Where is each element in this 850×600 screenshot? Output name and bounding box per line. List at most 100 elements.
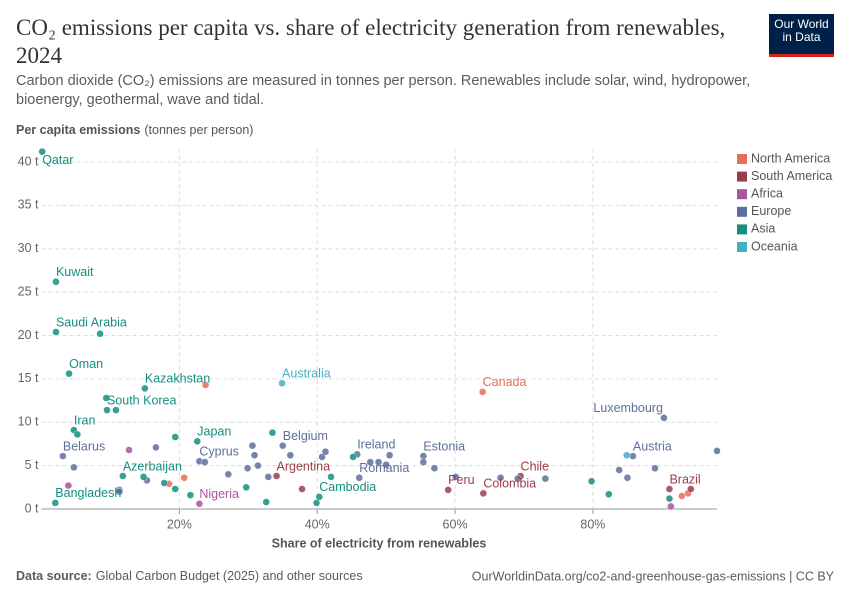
point-label: Cambodia: [319, 480, 376, 494]
scatter-point: [195, 500, 204, 508]
scatter-point: [262, 498, 270, 506]
legend-label: South America: [751, 169, 832, 183]
scatter-point: [193, 437, 201, 446]
scatter-point: [355, 474, 363, 482]
scatter-point: [73, 430, 82, 439]
logo-line: in Data: [782, 30, 821, 44]
scatter-point: [70, 463, 78, 472]
scatter-point: [678, 492, 686, 500]
scatter-point: [623, 451, 631, 459]
point-label: Belarus: [63, 439, 105, 453]
scatter-point: [312, 499, 321, 507]
point-label: Oman: [69, 357, 103, 371]
legend-swatch: [737, 224, 747, 235]
point-label: Cyprus: [199, 445, 239, 459]
point-label: Kuwait: [56, 265, 94, 279]
scatter-point: [201, 458, 209, 466]
chart-subtitle: Carbon dioxide (CO₂) emissions are measu…: [16, 73, 751, 108]
scatter-point: [629, 452, 637, 460]
legend-label: Africa: [751, 186, 783, 200]
y-tick-label: 15 t: [18, 371, 39, 385]
y-tick-label: 35 t: [18, 198, 39, 212]
scatter-point: [141, 384, 149, 393]
scatter-point: [298, 485, 306, 493]
point-label: Kazakhstan: [145, 372, 210, 386]
logo[interactable]: Our World in Data: [769, 14, 834, 57]
point-label: Argentina: [277, 459, 331, 473]
legend-swatch: [737, 154, 747, 164]
x-tick-label: 80%: [580, 517, 605, 531]
point-label: Qatar: [42, 153, 73, 167]
scatter-point: [268, 428, 277, 437]
point-label: Ireland: [357, 438, 395, 452]
scatter-point: [374, 458, 383, 466]
scatter-point: [59, 452, 67, 460]
x-tick-label: 40%: [305, 517, 330, 531]
scatter-point: [272, 472, 281, 480]
scatter-point: [321, 448, 330, 456]
scatter-point: [665, 494, 674, 503]
scatter-point: [623, 474, 632, 482]
scatter-point: [264, 473, 272, 481]
scatter-point: [52, 328, 60, 336]
y-axis-unit: (tonnes per person): [144, 123, 253, 137]
legend-label: North America: [751, 151, 830, 165]
logo-line: Our World: [774, 17, 829, 31]
point-label: South Korea: [107, 393, 177, 407]
point-label: Austria: [633, 439, 672, 453]
y-tick-label: 0 t: [25, 501, 39, 515]
legend-label: Europe: [751, 204, 791, 218]
scatter-point: [186, 491, 195, 499]
legend-swatch: [737, 171, 747, 182]
y-tick-label: 10 t: [18, 415, 39, 429]
scatter-point: [541, 474, 550, 483]
scatter-point: [444, 486, 452, 494]
scatter-point: [171, 485, 179, 493]
scatter-point: [119, 472, 127, 480]
source-label: Data source:: [16, 569, 92, 583]
scatter-point: [605, 490, 613, 498]
scatter-point: [51, 499, 59, 507]
scatter-point: [250, 451, 259, 459]
source-text: Global Carbon Budget (2025) and other so…: [96, 569, 363, 583]
y-tick-label: 25 t: [18, 284, 39, 298]
scatter-point: [96, 330, 104, 338]
scatter-point: [180, 474, 188, 482]
point-label: Belgium: [283, 429, 328, 443]
scatter-point: [687, 485, 695, 493]
scatter-point: [160, 479, 168, 487]
legend-swatch: [737, 242, 747, 252]
scatter-point: [366, 458, 374, 466]
y-tick-label: 20 t: [18, 328, 39, 342]
point-label: Iran: [74, 413, 96, 427]
scatter-point: [278, 379, 286, 387]
footer-link[interactable]: OurWorldinData.org/co2-and-greenhouse-ga…: [472, 569, 835, 583]
scatter-point: [152, 443, 160, 452]
scatter-point: [667, 502, 675, 511]
legend-swatch: [737, 206, 747, 217]
point-label: Japan: [197, 425, 231, 439]
point-label: Nigeria: [199, 487, 239, 501]
scatter-point: [430, 464, 439, 472]
legend-label: Asia: [751, 222, 775, 236]
scatter-point: [243, 464, 252, 472]
scatter-point: [201, 381, 210, 389]
scatter-point: [452, 473, 460, 481]
scatter-point: [385, 451, 394, 459]
point-label: Chile: [521, 459, 550, 473]
scatter-point: [112, 406, 120, 414]
scatter-point: [419, 458, 428, 466]
scatter-point: [52, 278, 60, 286]
scatter-point: [382, 461, 390, 469]
scatter-point: [102, 394, 110, 402]
point-label: Brazil: [669, 472, 700, 486]
x-tick-label: 60%: [443, 517, 468, 531]
scatter-point: [224, 470, 232, 479]
chart-title: CO₂ emissions per capita vs. share of el…: [16, 15, 726, 68]
scatter-point: [349, 453, 357, 461]
scatter-point: [514, 474, 522, 483]
point-label: Azerbaijan: [123, 459, 182, 473]
scatter-point: [254, 461, 262, 470]
